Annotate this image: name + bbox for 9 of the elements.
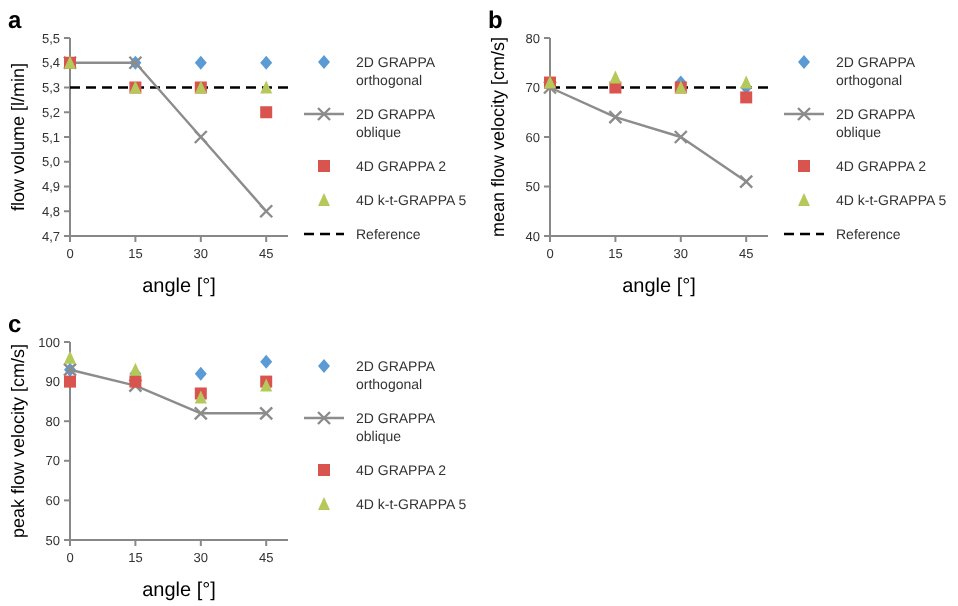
chart-title: c bbox=[8, 310, 22, 338]
x-axis-title: angle [°] bbox=[142, 580, 217, 602]
chart-title: b bbox=[488, 6, 503, 34]
y-axis-title: peak flow velocity [cm/s] bbox=[8, 343, 28, 539]
chart-title: a bbox=[8, 6, 22, 34]
y-axis-title: flow volume [l/min] bbox=[8, 62, 28, 212]
y-axis-title: mean flow velocity [cm/s] bbox=[488, 36, 508, 238]
x-axis-title: angle [°] bbox=[142, 276, 217, 298]
x-axis-title: angle [°] bbox=[622, 276, 697, 298]
